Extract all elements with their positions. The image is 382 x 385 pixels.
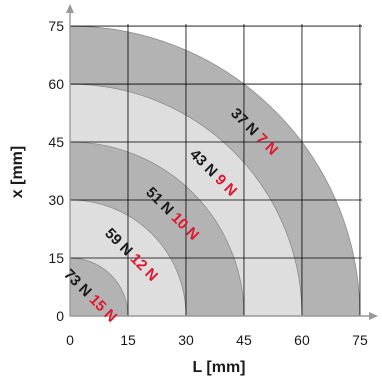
- y-tick-label: 75: [48, 18, 64, 34]
- y-tick-label: 60: [48, 76, 64, 92]
- y-tick-label: 15: [48, 250, 64, 266]
- y-tick-label: 30: [48, 192, 64, 208]
- x-tick-label: 45: [236, 332, 252, 348]
- x-tick-label: 30: [178, 332, 194, 348]
- x-axis-label: L [mm]: [192, 359, 245, 376]
- x-axis-arrow: [369, 312, 378, 320]
- x-tick-label: 15: [120, 332, 136, 348]
- axes: [66, 4, 378, 320]
- x-tick-label: 75: [352, 332, 368, 348]
- grid-lines: [70, 24, 362, 316]
- x-tick-label: 60: [294, 332, 310, 348]
- tick-labels: 0 15 30 45 60 75 0 15 30 45 60 75: [48, 18, 368, 348]
- y-axis-label: x [mm]: [9, 146, 26, 198]
- y-tick-label: 0: [56, 308, 64, 324]
- x-tick-label: 0: [66, 332, 74, 348]
- y-axis-arrow: [66, 4, 74, 13]
- y-tick-label: 45: [48, 134, 64, 150]
- load-zone-4: [69, 257, 129, 317]
